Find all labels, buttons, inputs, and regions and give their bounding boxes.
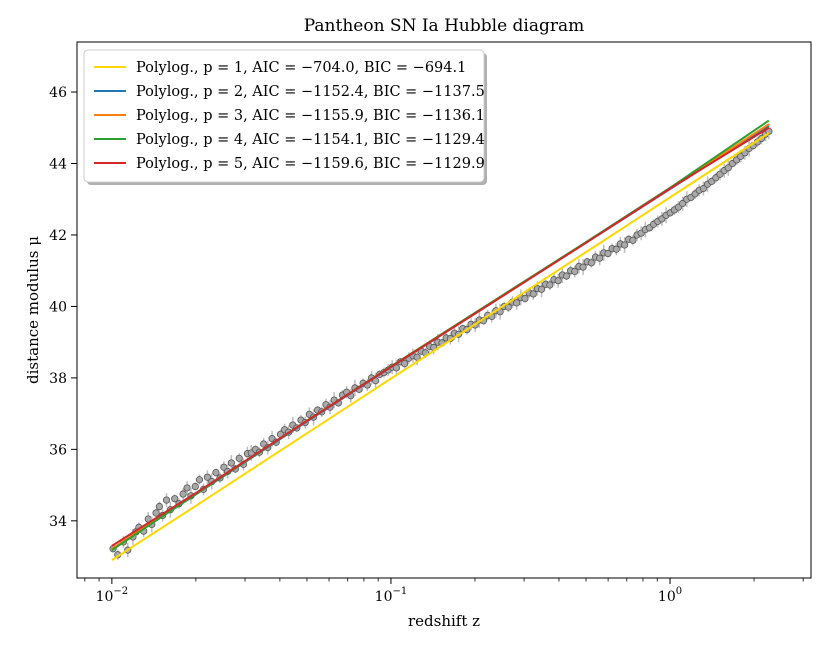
y-tick-label: 44	[49, 156, 67, 172]
data-point	[554, 277, 562, 285]
y-axis: 34 36 38 40 42 44 46	[49, 85, 77, 530]
data-point	[195, 476, 204, 484]
data-point	[179, 490, 187, 498]
data-point	[183, 484, 191, 492]
plot-frame	[76, 41, 812, 579]
data-point	[401, 359, 409, 368]
x-axis: 10−2 10−1 100	[84, 578, 804, 605]
data-point	[504, 303, 512, 311]
fit-line-p1	[111, 132, 770, 561]
y-tick-label: 38	[49, 371, 67, 387]
x-tick-label: 10−2	[96, 586, 129, 605]
data-point	[529, 290, 537, 298]
y-tick-label: 40	[49, 299, 67, 315]
data-point	[162, 496, 171, 504]
data-point	[521, 294, 529, 303]
data-point	[579, 263, 587, 271]
legend-label: Polylog., p = 4, AIC = −1154.1, BIC = −1…	[136, 132, 485, 148]
data-point	[227, 459, 235, 467]
y-tick-label: 46	[49, 85, 67, 101]
fit-lines	[111, 119, 770, 561]
y-tick-label: 36	[49, 442, 67, 458]
data-point	[571, 267, 579, 276]
data-point	[203, 473, 212, 481]
chart-title: Pantheon SN Ia Hubble diagram	[304, 16, 585, 36]
data-point	[413, 353, 421, 361]
y-tick-label: 34	[49, 514, 67, 530]
legend-label: Polylog., p = 3, AIC = −1155.9, BIC = −1…	[136, 108, 485, 124]
y-axis-label: distance modulus μ	[24, 236, 42, 384]
legend-label: Polylog., p = 5, AIC = −1159.6, BIC = −1…	[136, 156, 485, 172]
data-point	[679, 199, 687, 208]
data-point	[629, 236, 637, 244]
data-point	[546, 281, 554, 289]
legend-label: Polylog., p = 2, AIC = −1152.4, BIC = −1…	[136, 84, 485, 100]
fit-line-p5	[111, 126, 770, 547]
data-point	[620, 241, 629, 249]
data-point	[155, 502, 163, 511]
data-point	[612, 245, 620, 253]
data-point	[537, 285, 546, 293]
legend-box	[83, 49, 485, 183]
data-point	[513, 299, 521, 307]
legend-label: Polylog., p = 1, AIC = −704.0, BIC = −69…	[136, 60, 466, 76]
legend: Polylog., p = 1, AIC = −704.0, BIC = −69…	[83, 49, 487, 185]
data-point	[587, 259, 595, 267]
data-point	[596, 254, 604, 262]
x-tick-label: 10−1	[375, 586, 408, 605]
y-tick-label: 42	[49, 228, 67, 244]
data-point	[152, 509, 160, 517]
data-point	[171, 495, 179, 503]
x-axis-label: redshift z	[408, 612, 480, 630]
data-point	[562, 272, 571, 280]
data-point	[724, 164, 732, 172]
data-point	[212, 468, 220, 477]
data-point	[235, 454, 243, 462]
data-point	[699, 184, 708, 193]
data-point	[191, 482, 199, 491]
data-points	[109, 123, 773, 560]
data-point	[604, 249, 612, 258]
x-tick-label: 100	[658, 586, 682, 605]
